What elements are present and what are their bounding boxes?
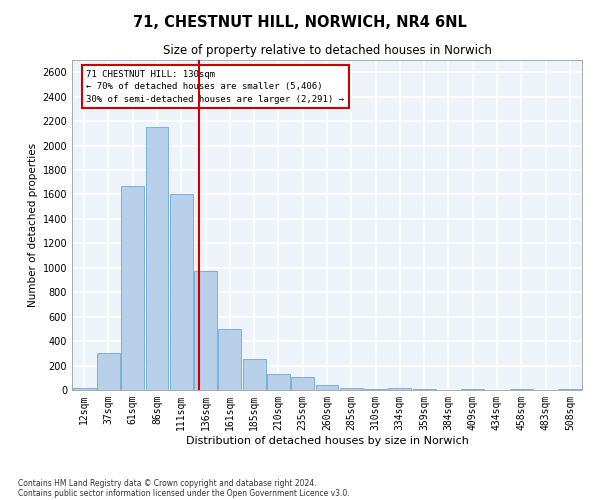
Y-axis label: Number of detached properties: Number of detached properties (28, 143, 38, 307)
Bar (243, 360, 266, 390)
Text: 71 CHESTNUT HILL: 130sqm
← 70% of detached houses are smaller (5,406)
30% of sem: 71 CHESTNUT HILL: 130sqm ← 70% of detach… (86, 70, 344, 104)
Bar (292, 377, 314, 390)
Text: Contains public sector information licensed under the Open Government Licence v3: Contains public sector information licen… (18, 488, 350, 498)
Bar (121, 186, 144, 390)
Bar (267, 374, 290, 390)
Text: Contains HM Land Registry data © Crown copyright and database right 2024.: Contains HM Land Registry data © Crown c… (18, 478, 317, 488)
Bar (316, 385, 338, 390)
Bar (73, 388, 95, 390)
Bar (170, 194, 193, 390)
Text: 71, CHESTNUT HILL, NORWICH, NR4 6NL: 71, CHESTNUT HILL, NORWICH, NR4 6NL (133, 15, 467, 30)
X-axis label: Distribution of detached houses by size in Norwich: Distribution of detached houses by size … (185, 436, 469, 446)
Bar (340, 388, 362, 390)
Bar (364, 389, 387, 390)
Bar (146, 127, 169, 390)
Bar (218, 329, 241, 390)
Bar (194, 272, 217, 390)
Bar (97, 354, 120, 390)
Bar (413, 389, 436, 390)
Bar (388, 388, 411, 390)
Title: Size of property relative to detached houses in Norwich: Size of property relative to detached ho… (163, 44, 491, 58)
